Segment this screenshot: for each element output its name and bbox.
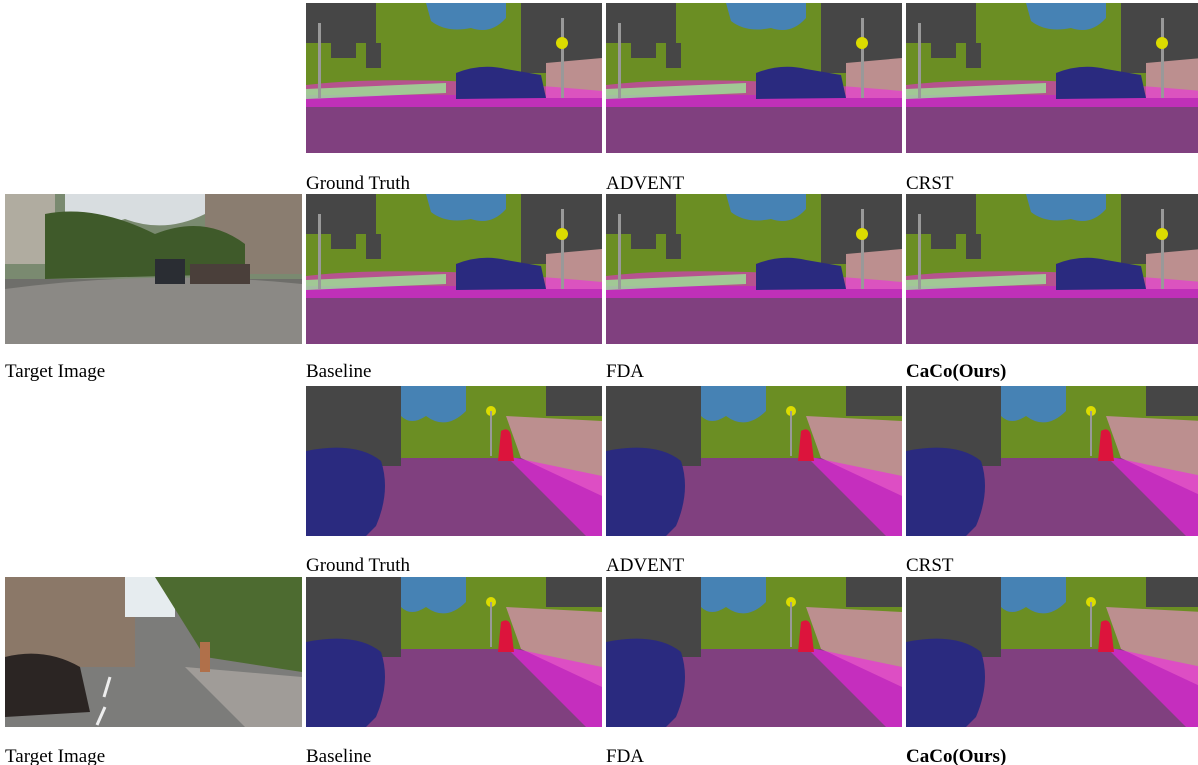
- method-label: ADVENT: [606, 555, 684, 576]
- segmentation-map: [306, 577, 602, 727]
- method-label: FDA: [606, 361, 644, 382]
- segmentation-map: [606, 577, 902, 727]
- segmentation-map: [906, 577, 1198, 727]
- method-label: CaCo(Ours): [906, 746, 1006, 765]
- segmentation-map: [906, 386, 1198, 536]
- method-label: FDA: [606, 746, 644, 765]
- target-image: [5, 577, 302, 727]
- method-label: Ground Truth: [306, 173, 410, 194]
- segmentation-map: [606, 194, 902, 344]
- method-label: CRST: [906, 173, 954, 194]
- target-label: Target Image: [5, 361, 105, 382]
- method-label: CRST: [906, 555, 954, 576]
- segmentation-map: [306, 3, 602, 153]
- method-label: Ground Truth: [306, 555, 410, 576]
- segmentation-map: [606, 386, 902, 536]
- segmentation-map: [906, 194, 1198, 344]
- method-label: Baseline: [306, 361, 371, 382]
- method-label: CaCo(Ours): [906, 361, 1006, 382]
- method-label: Baseline: [306, 746, 371, 765]
- segmentation-map: [306, 194, 602, 344]
- method-label: ADVENT: [606, 173, 684, 194]
- segmentation-map: [306, 386, 602, 536]
- segmentation-map: [606, 3, 902, 153]
- target-label: Target Image: [5, 746, 105, 765]
- target-image: [5, 194, 302, 344]
- segmentation-map: [906, 3, 1198, 153]
